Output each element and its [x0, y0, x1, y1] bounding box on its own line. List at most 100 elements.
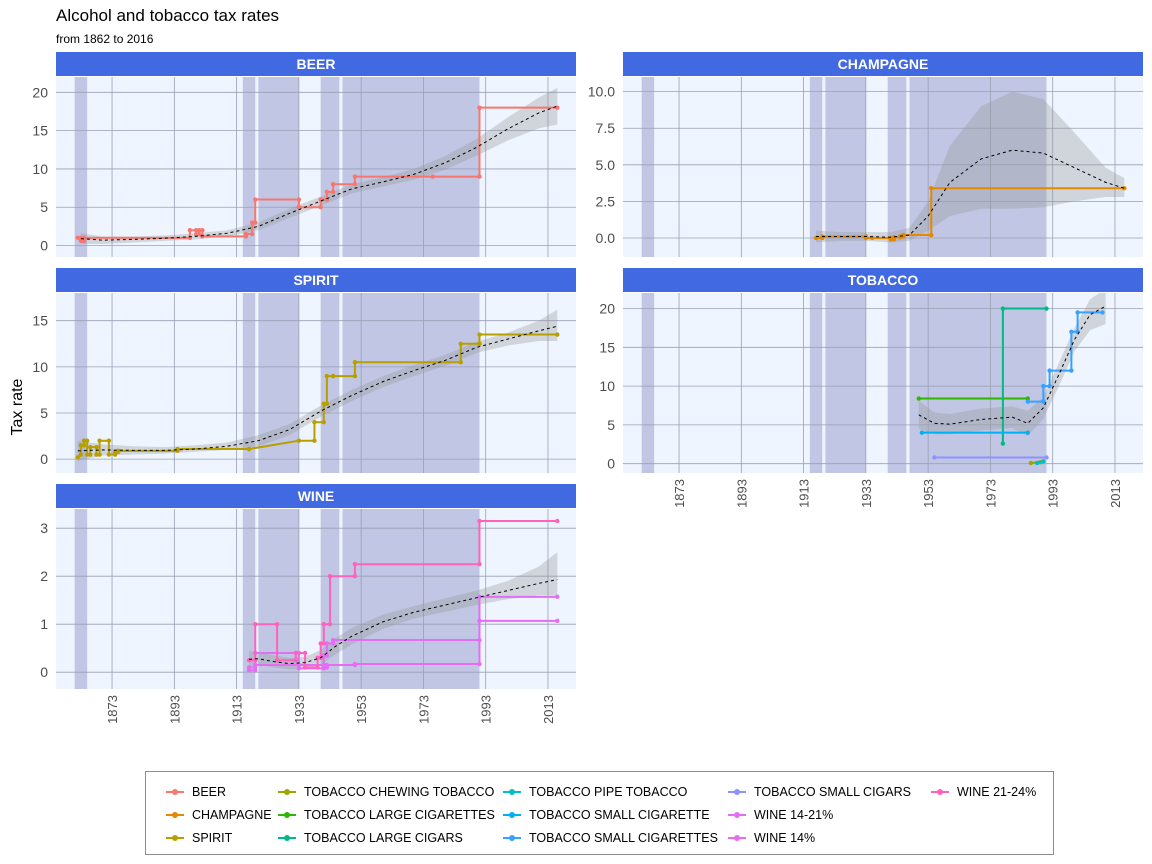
data-point: [477, 341, 482, 346]
shaded-period: [74, 509, 88, 689]
legend-item: TOBACCO PIPE TOBACCO: [501, 782, 687, 802]
data-point: [321, 662, 326, 668]
legend-label: TOBACCO SMALL CIGARETTE: [529, 808, 710, 822]
legend-label: WINE 14-21%: [754, 808, 834, 822]
data-point: [901, 232, 906, 238]
data-point: [1122, 186, 1127, 191]
legend-key: [501, 808, 523, 822]
shaded-period: [809, 293, 823, 473]
legend-label: WINE 14%: [754, 831, 816, 845]
facet-strip: [623, 268, 1143, 292]
y-tick-label: 10: [599, 378, 615, 394]
legend-key: [164, 808, 186, 822]
data-point: [327, 622, 333, 627]
data-point: [555, 618, 560, 624]
x-tick-label: 1933: [859, 479, 874, 508]
trend-line: [816, 149, 1125, 238]
data-point: [243, 231, 249, 237]
confidence-band: [249, 552, 558, 670]
shaded-period: [242, 77, 256, 257]
data-point: [477, 637, 482, 643]
data-point: [324, 373, 330, 379]
data-point: [274, 622, 280, 627]
data-point: [352, 182, 358, 187]
panel-plot-area: [246, 518, 560, 673]
data-point: [197, 231, 202, 237]
panel-plot-area: [916, 293, 1106, 466]
data-point: [477, 332, 482, 337]
data-point: [97, 452, 102, 457]
data-point: [1047, 383, 1052, 389]
data-point: [88, 452, 93, 457]
data-point: [477, 518, 482, 524]
data-point: [1041, 459, 1046, 464]
x-tick-label: 1893: [167, 695, 182, 724]
shaded-period: [825, 293, 866, 473]
data-point: [1025, 396, 1030, 401]
data-point: [318, 641, 323, 646]
y-tick-label: 3: [40, 520, 48, 536]
shaded-period: [909, 293, 1047, 473]
data-point: [293, 650, 298, 656]
legend: BEER CHAMPAGNE SPIRIT TOBACCO CHEWING TOBAC…: [145, 771, 1054, 855]
y-tick-label: 0.0: [596, 230, 616, 246]
y-tick-label: 10: [32, 161, 48, 177]
data-point: [78, 238, 84, 244]
data-point: [324, 662, 330, 668]
data-point: [315, 665, 320, 670]
shaded-period: [258, 293, 299, 473]
legend-key: [501, 831, 523, 845]
data-point: [246, 658, 252, 663]
legend-item: CHAMPAGNE: [164, 805, 272, 825]
x-tick-label: 1873: [672, 479, 687, 508]
x-tick-label: 1973: [416, 695, 431, 724]
shaded-period: [641, 293, 655, 473]
data-point: [888, 237, 893, 242]
shaded-period: [342, 509, 480, 689]
data-point: [81, 438, 87, 443]
legend-item: TOBACCO SMALL CIGARS: [726, 782, 911, 802]
x-tick-label: 1893: [734, 479, 749, 508]
data-point: [253, 197, 258, 202]
legend-item: TOBACCO SMALL CIGARETTE: [501, 805, 710, 825]
legend-key: [726, 831, 748, 845]
legend-key: [276, 831, 298, 845]
data-point: [249, 220, 255, 225]
data-point: [274, 658, 280, 663]
data-point: [458, 360, 463, 365]
y-tick-label: 0: [40, 664, 48, 680]
data-point: [94, 452, 99, 457]
y-tick-label: 10.0: [588, 84, 615, 100]
data-point: [352, 174, 358, 179]
x-tick-label: 1953: [354, 695, 369, 724]
data-point: [327, 574, 333, 579]
data-point: [1075, 310, 1080, 315]
legend-item: WINE 14-21%: [726, 805, 833, 825]
y-tick-label: 0: [40, 238, 48, 254]
facet-strip: [623, 52, 1143, 76]
data-point: [81, 238, 87, 244]
x-tick-label: 1873: [105, 695, 120, 724]
facet-strip-label: TOBACCO: [848, 272, 919, 288]
legend-key: [929, 785, 951, 799]
data-point: [296, 662, 302, 668]
legend-label: TOBACCO SMALL CIGARS: [754, 785, 911, 799]
data-point: [1047, 368, 1052, 373]
y-axis-label: Tax rate: [9, 378, 26, 436]
legend-key: [276, 785, 298, 799]
data-point: [78, 443, 84, 448]
shaded-period: [641, 77, 655, 257]
shaded-period: [342, 293, 480, 473]
legend-label: BEER: [192, 785, 227, 799]
y-tick-label: 10: [32, 359, 48, 375]
legend-key: [164, 831, 186, 845]
data-point: [296, 197, 302, 202]
data-point: [477, 562, 482, 567]
panel-background: [623, 77, 1143, 257]
x-tick-label: 1953: [921, 479, 936, 508]
data-point: [296, 666, 302, 671]
data-point: [318, 197, 323, 202]
panel-wine: WINE 0 1 2 3 1873 1893 1913 1933 1953 1973 1993 2013: [40, 484, 576, 724]
data-point: [106, 438, 112, 443]
data-point: [1000, 441, 1006, 446]
